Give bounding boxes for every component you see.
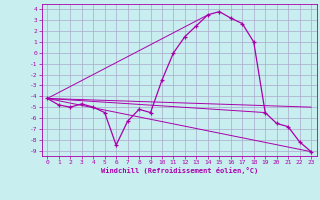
X-axis label: Windchill (Refroidissement éolien,°C): Windchill (Refroidissement éolien,°C) [100, 167, 258, 174]
